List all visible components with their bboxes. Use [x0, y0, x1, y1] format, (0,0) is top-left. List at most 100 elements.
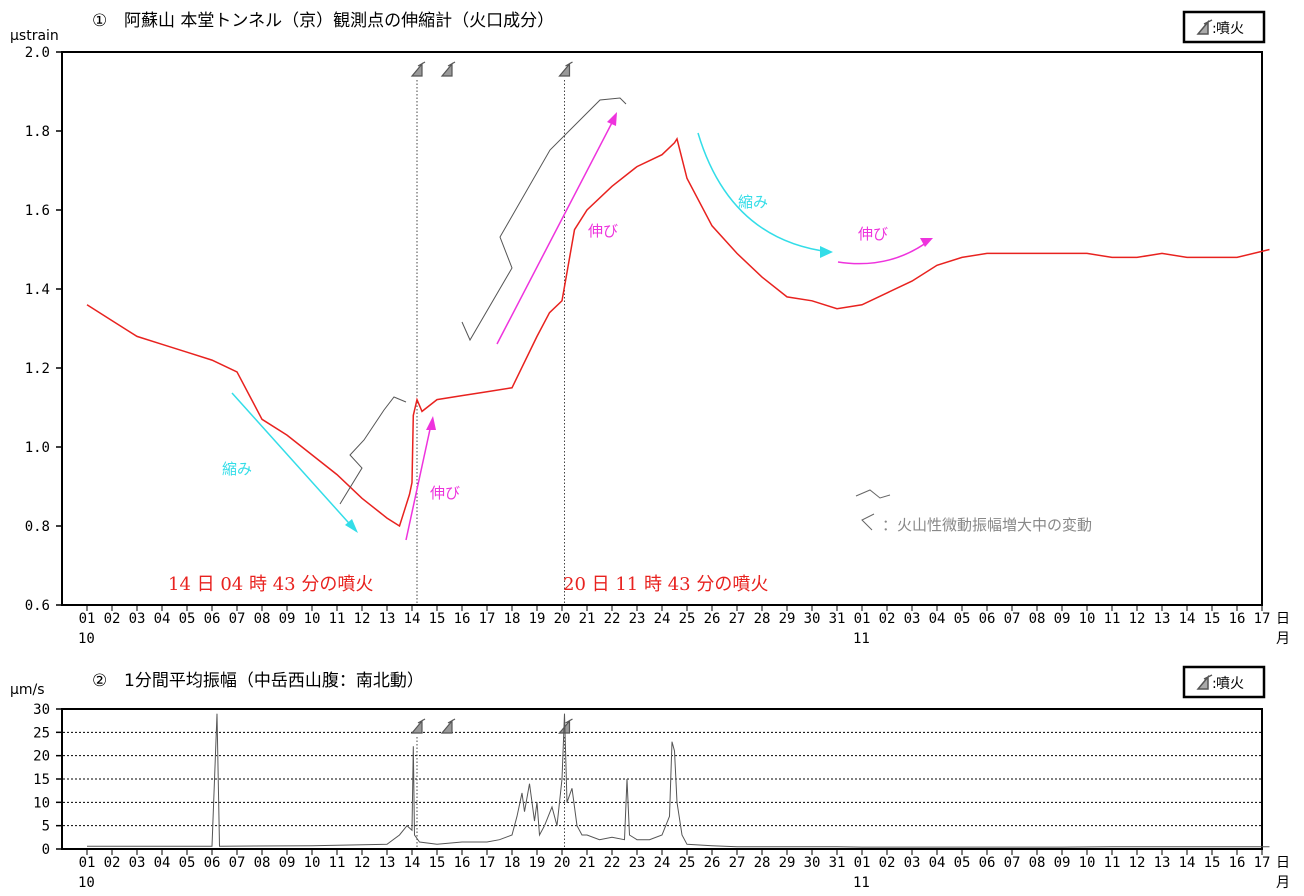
x-tick-label: 05: [954, 855, 971, 871]
y-tick-label: 1.8: [25, 124, 50, 140]
panel1-x-ticks: 01 02 03 04 05 06 07 08 09 10 11 12 13 14 15 16 17 18 19 20…: [78, 605, 1290, 647]
x-tick-label: 07: [229, 611, 246, 627]
eruption-icon: [558, 61, 573, 77]
x-unit-day: 日: [1276, 611, 1290, 627]
x-tick-label: 17: [1254, 611, 1271, 627]
x-tick-label: 19: [529, 611, 546, 627]
x-tick-label: 02: [104, 611, 121, 627]
x-tick-label: 18: [504, 855, 521, 871]
panel2-title: 1分間平均振幅（中岳西山腹：南北動）: [124, 671, 424, 691]
eruption-icon: [410, 61, 426, 77]
x-tick-label: 09: [279, 855, 296, 871]
x-tick-label: 27: [729, 855, 746, 871]
x-tick-label: 30: [804, 855, 821, 871]
x-tick-label: 15: [429, 855, 446, 871]
panel1-annotations: 縮み 伸び 伸び 縮み 伸び ：火山性微動振幅増大中の変動 14 日 04 時 …: [168, 97, 1092, 595]
x-tick-label: 28: [754, 855, 771, 871]
x-tick-label: 16: [454, 855, 471, 871]
x-tick-label: 07: [229, 855, 246, 871]
y-tick-label: 2.0: [25, 45, 50, 61]
y-tick-label: 10: [33, 795, 50, 811]
panel1-y-ticks: 0.6 0.8 1.0 1.2 1.4 1.6 1.8 2.0: [25, 45, 62, 614]
x-tick-label: 11: [329, 611, 346, 627]
x-tick-label: 02: [879, 611, 896, 627]
x-tick-label: 06: [204, 611, 221, 627]
y-tick-label: 30: [33, 702, 50, 718]
month-label: 10: [78, 631, 95, 647]
x-tick-label: 03: [904, 611, 921, 627]
y-tick-label: 0.8: [25, 519, 50, 535]
x-tick-label: 13: [379, 611, 396, 627]
x-tick-label: 26: [704, 855, 721, 871]
x-tick-label: 10: [1079, 855, 1096, 871]
x-tick-label: 16: [1229, 855, 1246, 871]
y-tick-label: 1.0: [25, 440, 50, 456]
x-tick-label: 04: [154, 855, 171, 871]
x-tick-label: 08: [254, 855, 271, 871]
x-tick-label: 22: [604, 611, 621, 627]
x-tick-label: 03: [129, 611, 146, 627]
panel2-plot-frame: [61, 708, 1263, 850]
x-tick-label: 02: [879, 855, 896, 871]
x-tick-label: 14: [1179, 611, 1196, 627]
x-tick-label: 12: [1129, 855, 1146, 871]
x-tick-label: 05: [179, 611, 196, 627]
x-tick-label: 05: [179, 855, 196, 871]
eruption-icon: [558, 718, 573, 734]
x-tick-label: 16: [1229, 611, 1246, 627]
x-tick-label: 31: [829, 855, 846, 871]
eruption-legend-icon: [1196, 19, 1213, 35]
x-tick-label: 22: [604, 855, 621, 871]
panel2-y-ticks: 0 5 10 15 20 25 30: [33, 702, 1261, 858]
x-tick-label: 24: [654, 855, 671, 871]
x-tick-label: 29: [779, 611, 796, 627]
x-tick-label: 15: [1204, 611, 1221, 627]
x-tick-label: 26: [704, 611, 721, 627]
x-tick-label: 28: [754, 611, 771, 627]
x-tick-label: 07: [1004, 611, 1021, 627]
panel1-unit: μstrain: [10, 28, 59, 44]
x-tick-label: 14: [404, 855, 421, 871]
x-tick-label: 12: [1129, 611, 1146, 627]
eruption-icon: [440, 718, 456, 734]
y-tick-label: 15: [33, 772, 50, 788]
panel1-legend: 噴火 :: [1182, 10, 1266, 44]
x-tick-label: 06: [979, 855, 996, 871]
x-tick-label: 20: [554, 611, 571, 627]
x-tick-label: 07: [1004, 855, 1021, 871]
amplitude-series-line: [87, 713, 1270, 848]
x-tick-label: 10: [304, 855, 321, 871]
x-tick-label: 25: [679, 611, 696, 627]
x-tick-label: 25: [679, 855, 696, 871]
eruption-legend-icon-2: [1196, 674, 1213, 690]
x-unit-month: 月: [1276, 875, 1290, 891]
y-tick-label: 1.2: [25, 361, 50, 377]
annotation-legend-note: ：火山性微動振幅増大中の変動: [882, 516, 1092, 534]
x-tick-label: 15: [429, 611, 446, 627]
x-tick-label: 01: [854, 611, 871, 627]
x-tick-label: 20: [554, 855, 571, 871]
panel1-title: 阿蘇山 本堂トンネル（京）観測点の伸縮計（火口成分）: [124, 11, 554, 31]
x-tick-label: 11: [1104, 855, 1121, 871]
x-tick-label: 12: [354, 611, 371, 627]
x-unit-month: 月: [1276, 631, 1290, 647]
x-tick-label: 21: [579, 611, 596, 627]
x-tick-label: 09: [1054, 611, 1071, 627]
panel2-legend: : 噴火: [1182, 665, 1266, 699]
x-tick-label: 01: [79, 611, 96, 627]
x-tick-label: 13: [1154, 611, 1171, 627]
x-tick-label: 12: [354, 855, 371, 871]
eruption-label-20: 20 日 11 時 43 分の噴火: [563, 574, 768, 595]
svg-text:噴火: 噴火: [1216, 21, 1244, 37]
x-tick-label: 13: [379, 855, 396, 871]
month-label: 10: [78, 875, 95, 891]
x-unit-day: 日: [1276, 855, 1290, 871]
panel2-eruption-markers: [410, 718, 573, 849]
x-tick-label: 23: [629, 611, 646, 627]
x-tick-label: 04: [929, 855, 946, 871]
x-tick-label: 31: [829, 611, 846, 627]
panel1-eruption-markers: [410, 61, 573, 605]
y-tick-label: 20: [33, 749, 50, 765]
month-label: 11: [853, 875, 870, 891]
eruption-icon: [440, 61, 456, 77]
